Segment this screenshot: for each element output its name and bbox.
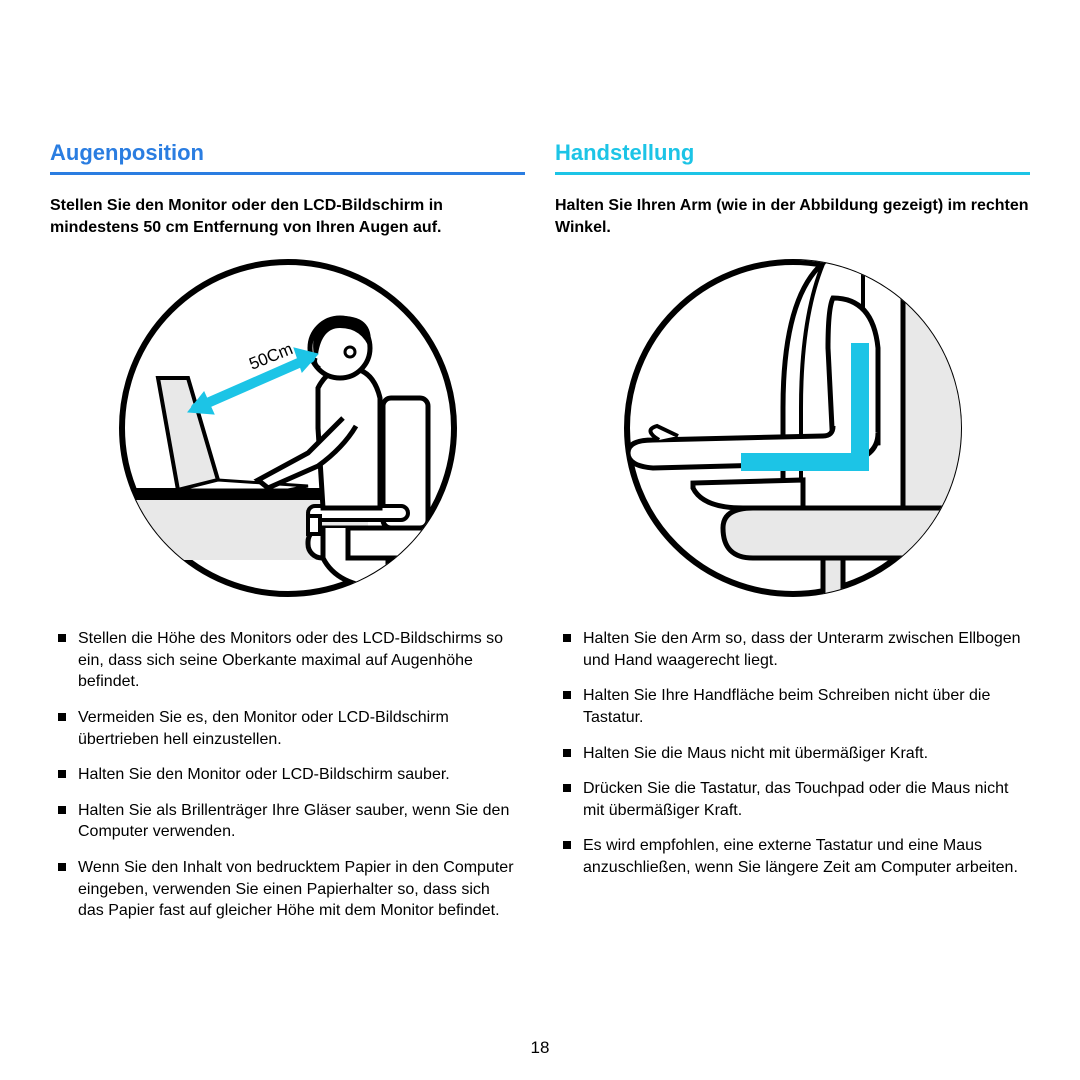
eye-position-illustration: 50Cm (118, 258, 458, 598)
left-column: Augenposition Stellen Sie den Monitor od… (50, 140, 525, 936)
list-item: Es wird empfohlen, eine externe Tastatur… (561, 835, 1024, 878)
page-number: 18 (0, 1038, 1080, 1058)
list-item: Drücken Sie die Tastatur, das Touchpad o… (561, 778, 1024, 821)
list-item: Stellen die Höhe des Monitors oder des L… (56, 628, 519, 693)
right-bullets: Halten Sie den Arm so, dass der Unterarm… (555, 628, 1030, 878)
list-item: Halten Sie den Monitor oder LCD-Bildschi… (56, 764, 519, 786)
eye-position-figure: 50Cm (50, 258, 525, 598)
right-title: Handstellung (555, 140, 1030, 175)
list-item: Halten Sie die Maus nicht mit übermäßige… (561, 743, 1024, 765)
list-item: Halten Sie als Brillenträger Ihre Gläser… (56, 800, 519, 843)
list-item: Vermeiden Sie es, den Monitor oder LCD-B… (56, 707, 519, 750)
list-item: Wenn Sie den Inhalt von bedrucktem Papie… (56, 857, 519, 922)
list-item: Halten Sie den Arm so, dass der Unterarm… (561, 628, 1024, 671)
page-content: Augenposition Stellen Sie den Monitor od… (0, 0, 1080, 976)
hand-position-figure (555, 258, 1030, 598)
left-bullets: Stellen die Höhe des Monitors oder des L… (50, 628, 525, 922)
left-title: Augenposition (50, 140, 525, 175)
right-column: Handstellung Halten Sie Ihren Arm (wie i… (555, 140, 1030, 936)
right-intro: Halten Sie Ihren Arm (wie in der Abbildu… (555, 195, 1030, 238)
list-item: Halten Sie Ihre Handfläche beim Schreibe… (561, 685, 1024, 728)
hand-position-illustration (623, 258, 963, 598)
left-intro: Stellen Sie den Monitor oder den LCD-Bil… (50, 195, 525, 238)
